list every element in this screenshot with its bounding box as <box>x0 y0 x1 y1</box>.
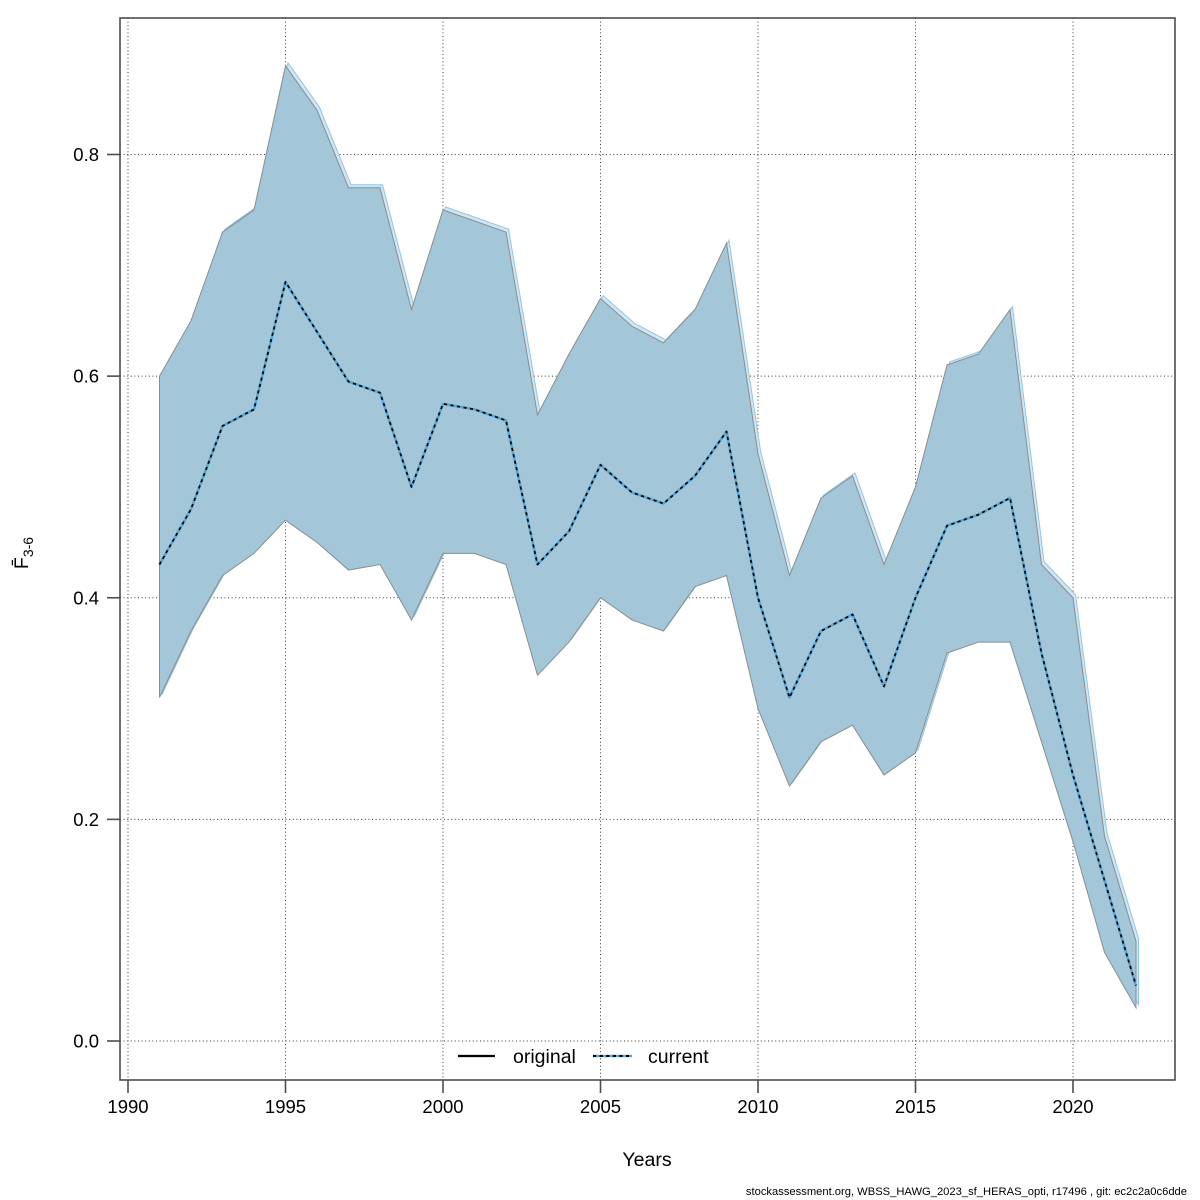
y-tick-label: 0.0 <box>73 1031 99 1052</box>
x-tick-label: 1995 <box>265 1096 306 1117</box>
y-axis-title-subscript: 3-6 <box>20 537 36 557</box>
svg-text:F̄3-6: F̄3-6 <box>10 537 36 569</box>
x-tick-label: 2000 <box>422 1096 463 1117</box>
y-tick-label: 0.2 <box>73 809 99 830</box>
x-tick-label: 2015 <box>895 1096 936 1117</box>
x-tick-label: 2020 <box>1052 1096 1093 1117</box>
y-tick-label: 0.8 <box>73 144 99 165</box>
original-current-dashed-line <box>158 281 1137 986</box>
legend-original-label: original <box>513 1046 576 1068</box>
plot-border <box>119 17 1176 1081</box>
y-axis-title: F̄3-6 <box>10 537 36 569</box>
y-tick-label: 0.4 <box>73 587 99 608</box>
legend-current-label: current <box>648 1046 709 1068</box>
y-tick-label: 0.6 <box>73 366 99 387</box>
x-tick-labels: 1990 1995 2000 2005 2010 2015 2020 <box>107 1096 1093 1117</box>
x-tick-label: 1990 <box>107 1096 148 1117</box>
legend: original current <box>458 1046 709 1068</box>
confidence-band-original <box>159 64 1137 1010</box>
y-tick-labels: 0.0 0.2 0.4 0.6 0.8 <box>73 144 99 1052</box>
x-tick-label: 2010 <box>737 1096 778 1117</box>
x-tick-label: 2005 <box>580 1096 621 1117</box>
footer-note: stockassessment.org, WBSS_HAWG_2023_sf_H… <box>746 1186 1187 1198</box>
axis-ticks <box>107 153 1074 1093</box>
y-axis-title-main: F̄ <box>10 557 33 569</box>
confidence-bands <box>159 61 1139 1010</box>
x-axis-title: Years <box>622 1149 671 1171</box>
series-lines <box>158 280 1138 986</box>
